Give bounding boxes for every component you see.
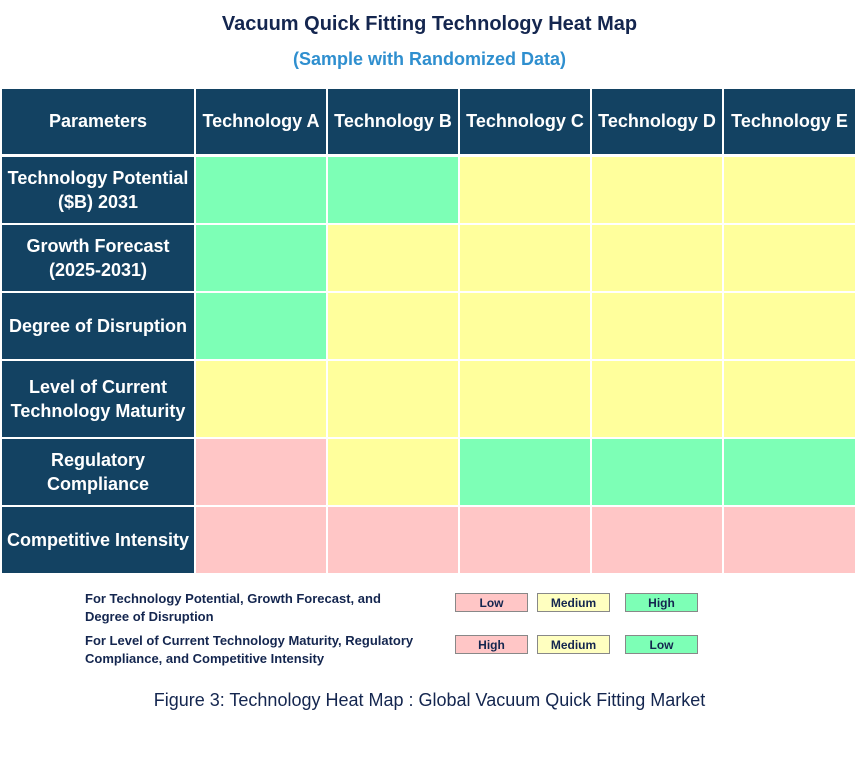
legend-item: Medium	[537, 635, 610, 654]
heat-cell	[328, 439, 460, 507]
heat-cell	[592, 293, 724, 361]
heat-cell	[592, 225, 724, 293]
title: Vacuum Quick Fitting Technology Heat Map	[221, 13, 638, 35]
heat-cell	[592, 361, 724, 439]
heat-cell	[724, 361, 857, 439]
heat-cell	[328, 507, 460, 575]
column-header: Parameters	[2, 89, 196, 157]
column-header: Technology D	[592, 89, 724, 157]
row-header: Level of Current Technology Maturity	[2, 361, 196, 439]
heat-cell	[196, 439, 328, 507]
heat-cell	[196, 293, 328, 361]
heat-cell	[724, 293, 857, 361]
heat-cell	[328, 225, 460, 293]
row-header: Degree of Disruption	[2, 293, 196, 361]
heat-cell	[724, 507, 857, 575]
row-header: Regulatory Compliance	[2, 439, 196, 507]
legend-item: Low	[625, 635, 698, 654]
subtitle: (Sample with Randomized Data)	[292, 49, 567, 69]
heat-cell	[592, 507, 724, 575]
heat-cell	[724, 157, 857, 225]
row-header: Competitive Intensity	[2, 507, 196, 575]
column-header: Technology C	[460, 89, 592, 157]
legend-text: For Level of Current Technology Maturity…	[85, 633, 414, 667]
heat-cell	[328, 361, 460, 439]
legend-item: High	[455, 635, 528, 654]
heat-cell	[196, 157, 328, 225]
heat-cell	[460, 225, 592, 293]
heat-cell	[460, 507, 592, 575]
row-header: Technology Potential ($B) 2031	[2, 157, 196, 225]
heat-cell	[196, 507, 328, 575]
heat-cell	[196, 361, 328, 439]
heat-cell	[592, 157, 724, 225]
column-header: Technology A	[196, 89, 328, 157]
column-header: Technology B	[328, 89, 460, 157]
legend-item: Medium	[537, 593, 610, 612]
heat-cell	[724, 225, 857, 293]
heat-cell	[460, 157, 592, 225]
column-header: Technology E	[724, 89, 857, 157]
row-header: Growth Forecast (2025-2031)	[2, 225, 196, 293]
heat-cell	[460, 293, 592, 361]
heat-cell	[328, 293, 460, 361]
legend-text: For Technology Potential, Growth Forecas…	[85, 591, 381, 625]
heat-cell	[592, 439, 724, 507]
heat-cell	[328, 157, 460, 225]
legend-item: Low	[455, 593, 528, 612]
heat-cell	[460, 439, 592, 507]
legend-item: High	[625, 593, 698, 612]
heat-cell	[196, 225, 328, 293]
heat-cell	[460, 361, 592, 439]
heat-cell	[724, 439, 857, 507]
caption: Figure 3: Technology Heat Map : Global V…	[153, 690, 706, 710]
